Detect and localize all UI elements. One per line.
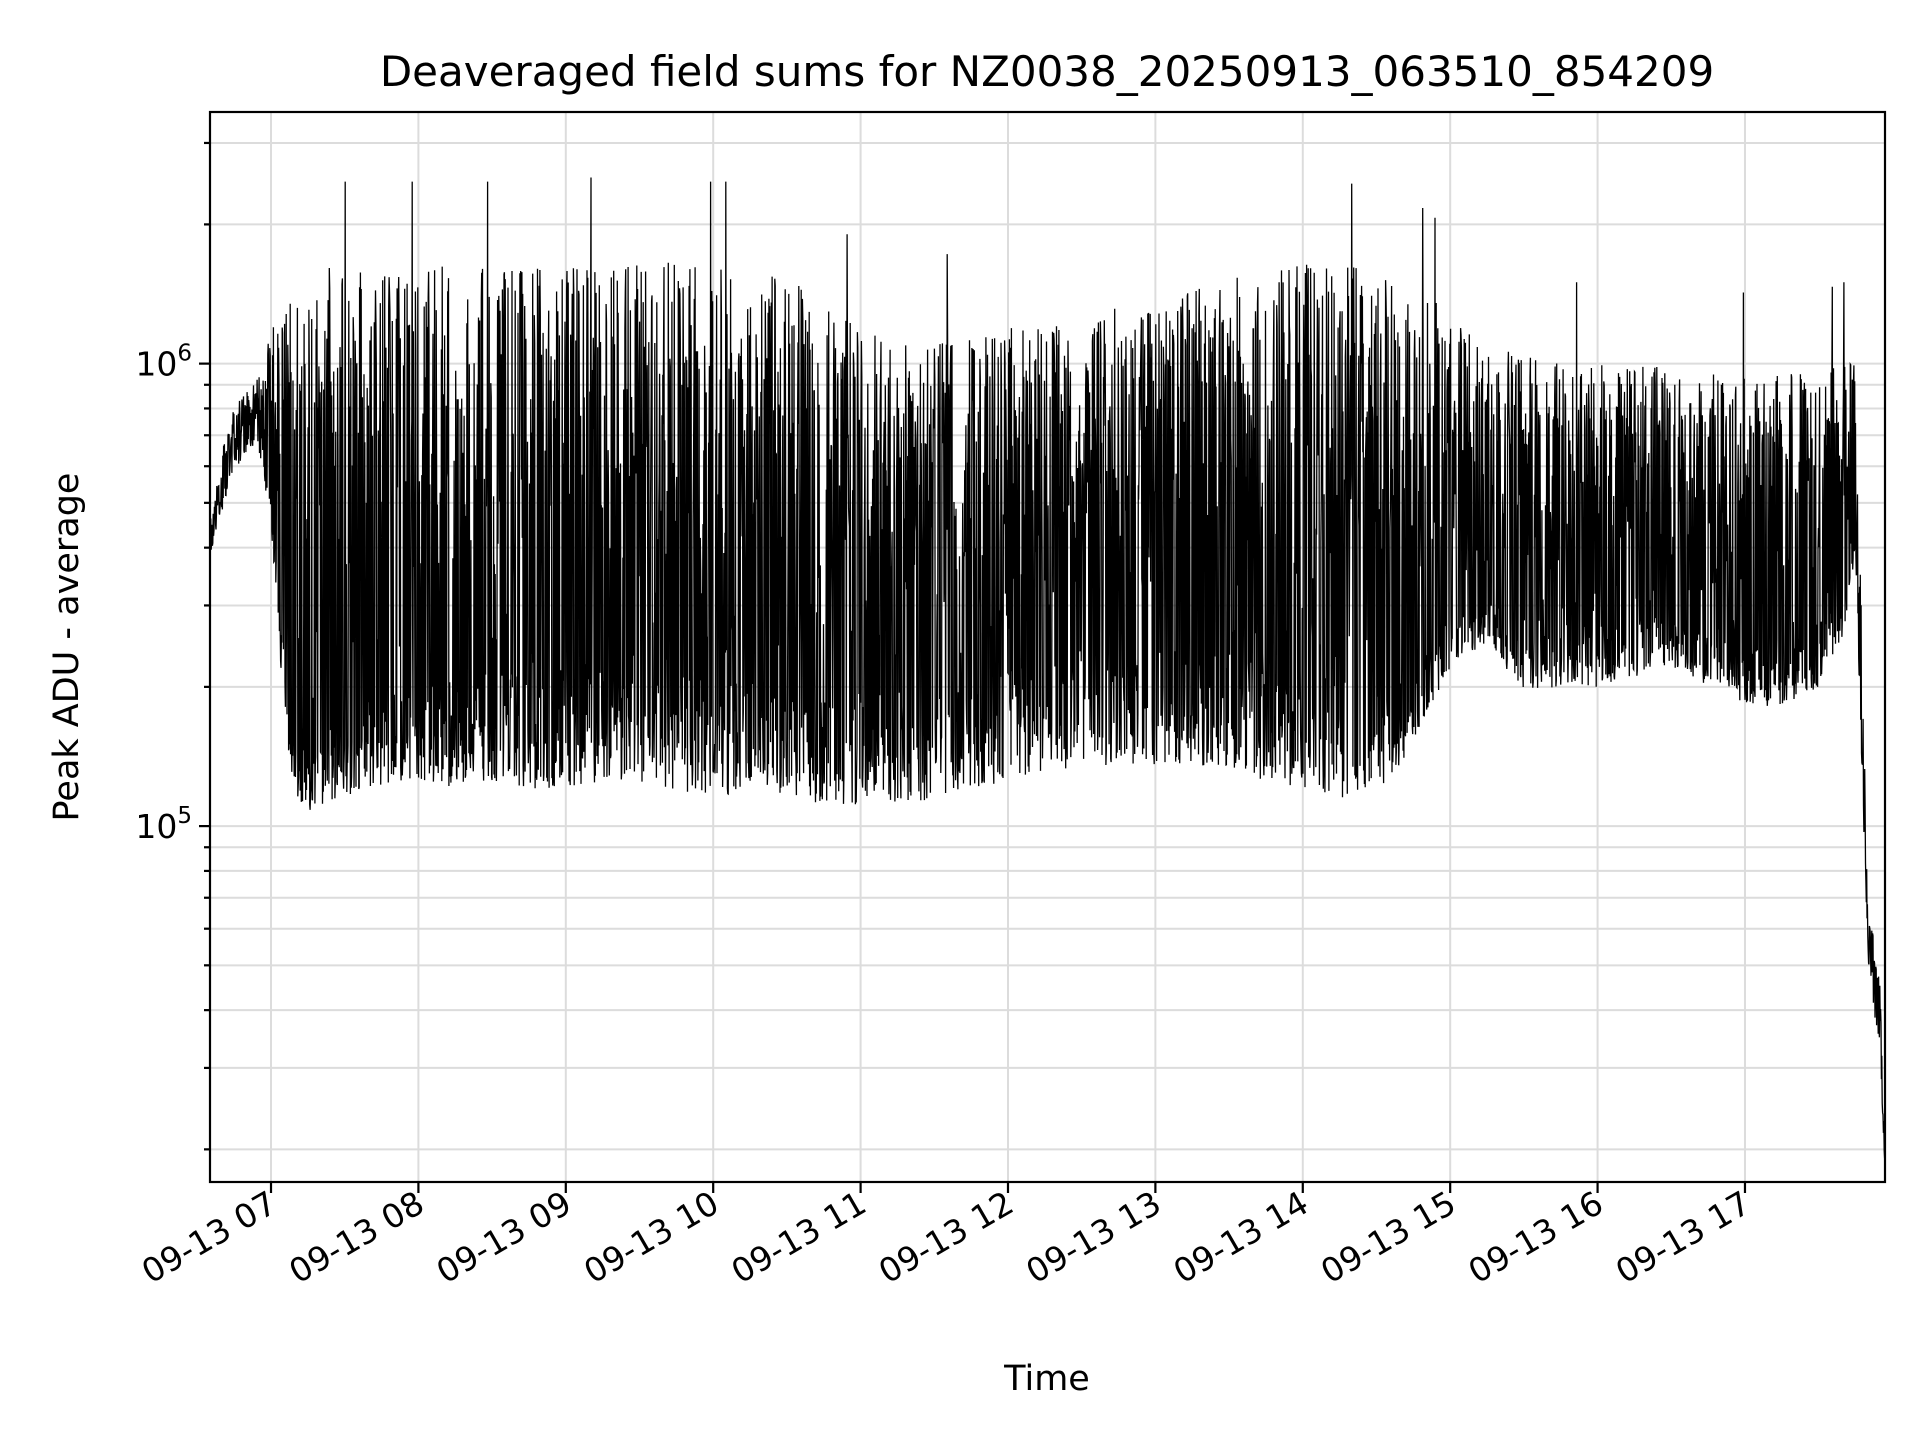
y-axis — [199, 141, 210, 1151]
y-tick-label: 105 — [135, 803, 192, 846]
plot-frame — [208, 110, 1887, 1184]
series-line — [209, 177, 1886, 1160]
x-axis-label: Time — [1003, 1359, 1090, 1399]
y-axis-label: Peak ADU - average — [47, 473, 87, 822]
chart-title: Deaveraged field sums for NZ0038_2025091… — [380, 47, 1714, 96]
y-tick-label: 106 — [135, 341, 192, 384]
x-axis — [269, 1182, 1747, 1193]
